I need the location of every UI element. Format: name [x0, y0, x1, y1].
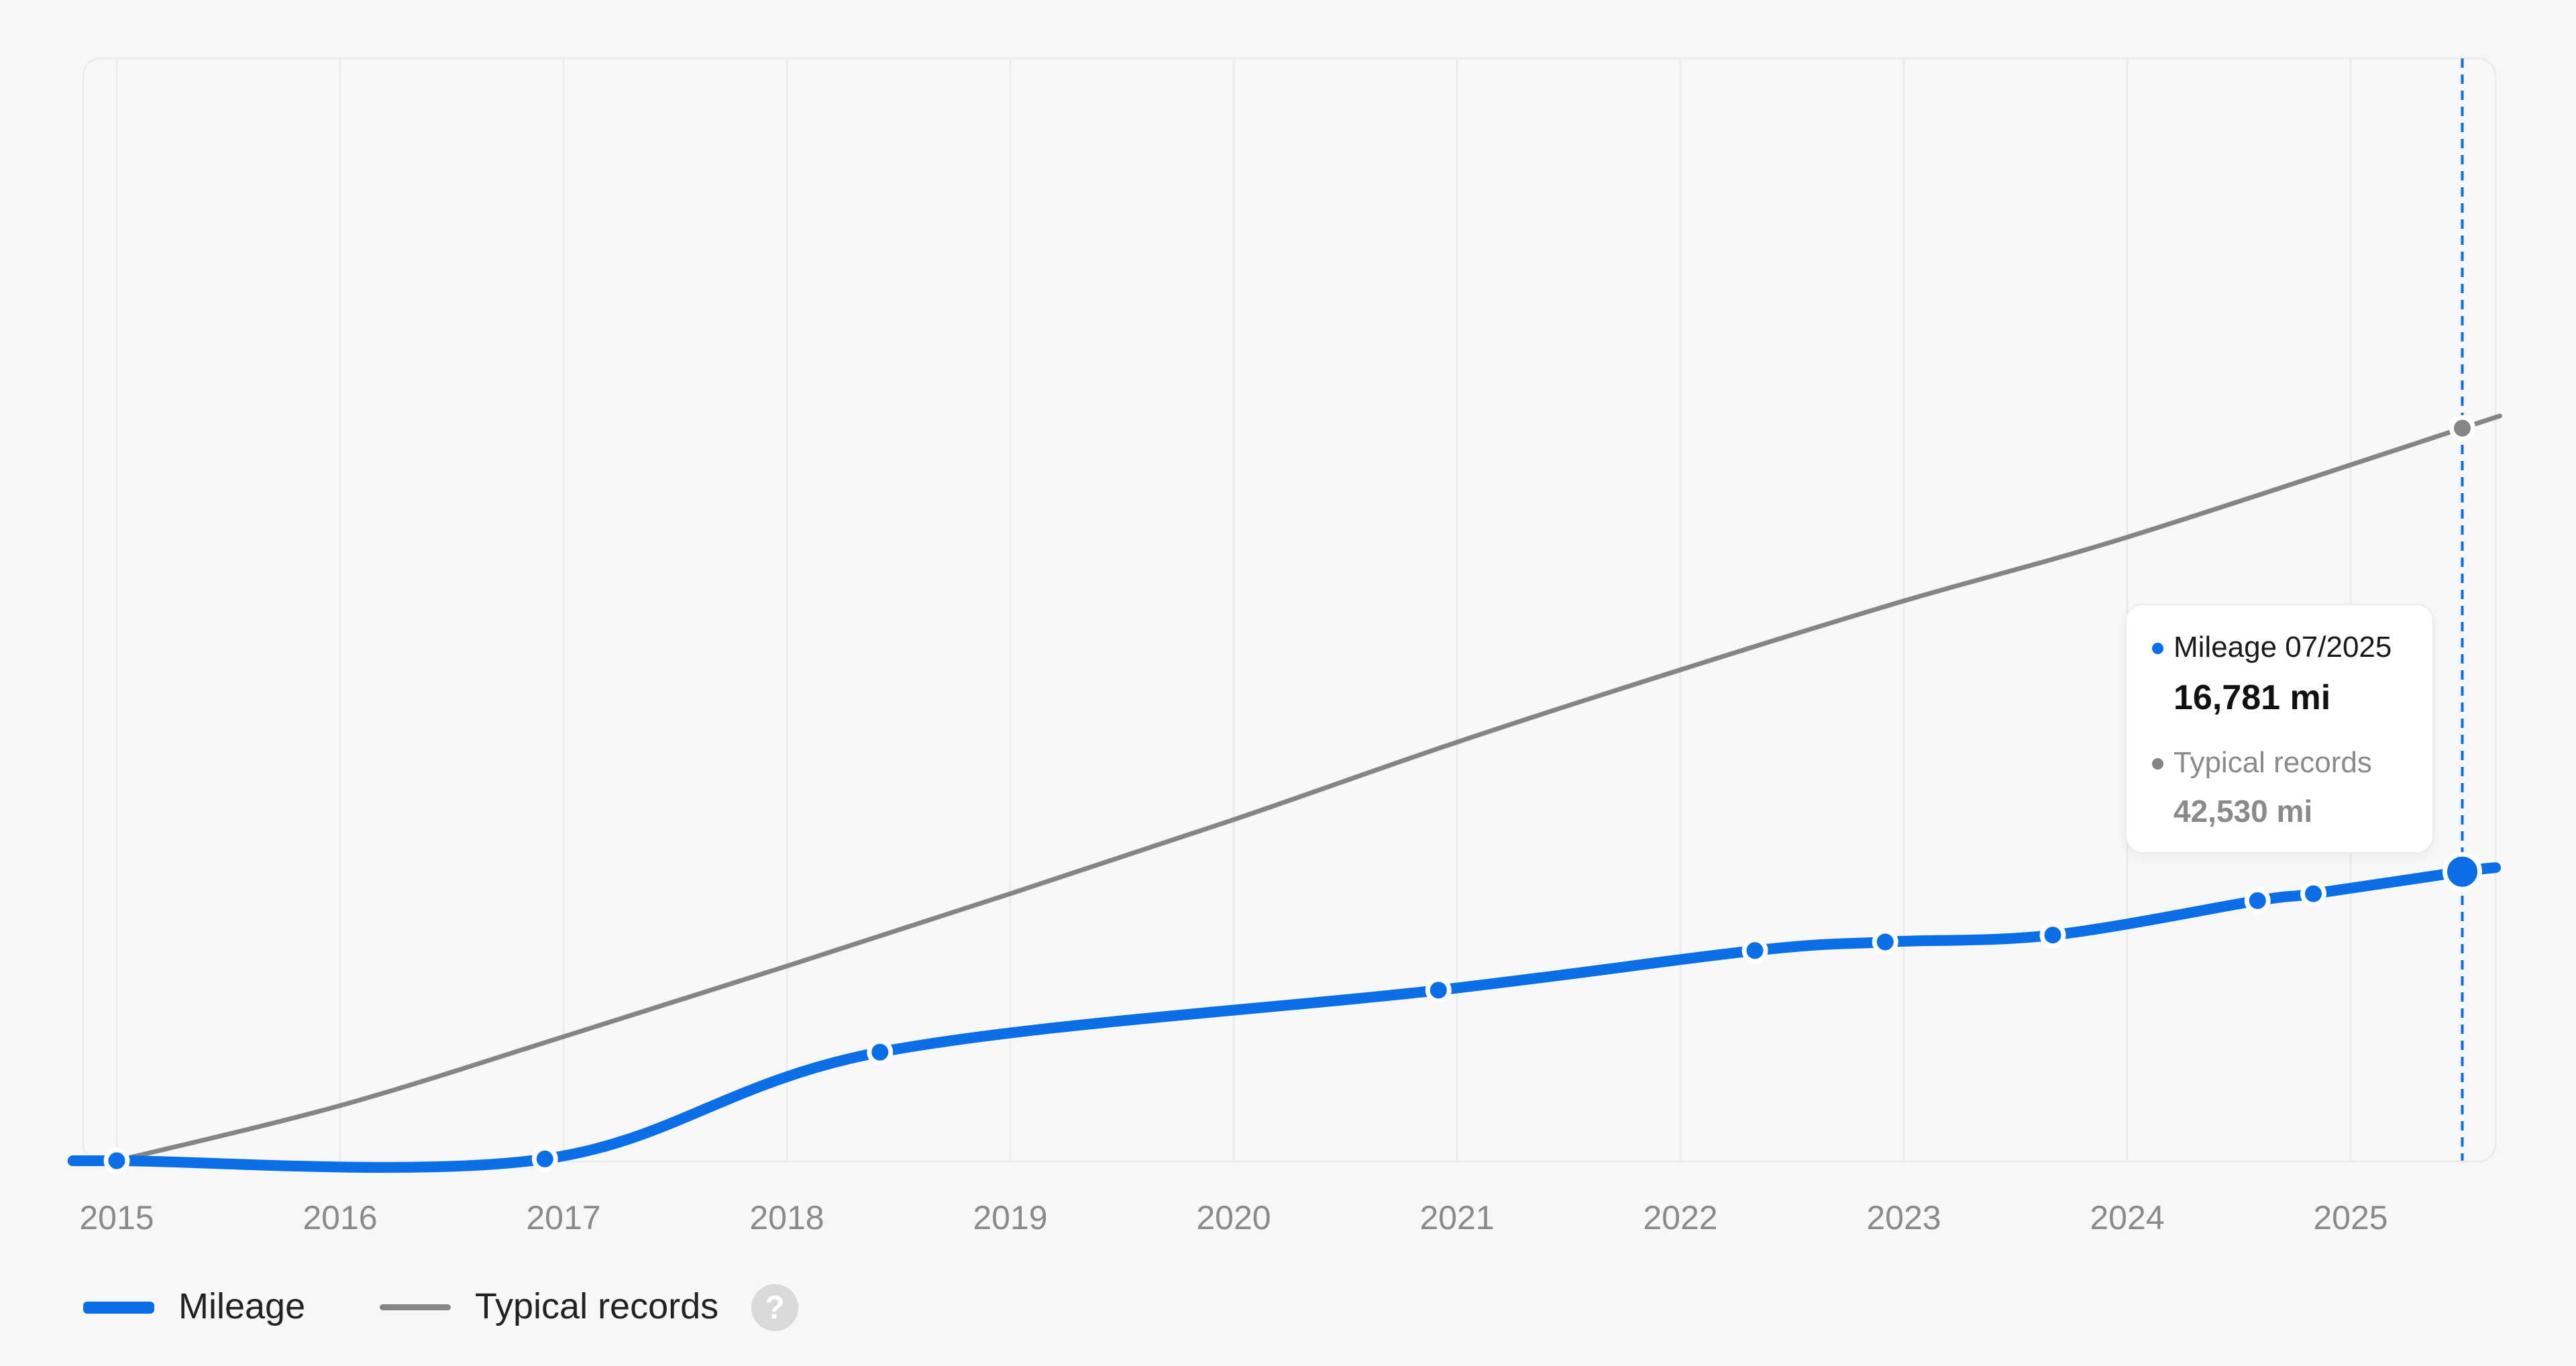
typical-legend-label: Typical records — [475, 1286, 719, 1326]
x-tick-2020: 2020 — [1196, 1199, 1271, 1237]
typical-point-2025-07[interactable] — [2449, 415, 2475, 441]
x-tick-2017: 2017 — [526, 1199, 600, 1237]
mileage-point-2015-01[interactable] — [103, 1147, 130, 1174]
x-tick-2023: 2023 — [1866, 1199, 1941, 1237]
tooltip-mileage-value: 16,781 mi — [2174, 678, 2331, 717]
plot-area — [82, 57, 2497, 1163]
x-tick-2016: 2016 — [303, 1199, 377, 1237]
mileage-point-2022-05[interactable] — [1741, 937, 1768, 964]
mileage-legend-label: Mileage — [178, 1286, 306, 1326]
x-tick-2025: 2025 — [2313, 1199, 2387, 1237]
typical-records-line — [114, 413, 2502, 1163]
mileage-point-2022-12[interactable] — [1872, 929, 1898, 955]
series-lines — [67, 413, 2502, 1173]
mileage-line — [67, 862, 2501, 1173]
x-tick-2024: 2024 — [2090, 1199, 2164, 1237]
mileage-tooltip-dot — [2152, 643, 2163, 654]
tooltip-typical-label: Typical records — [2174, 746, 2372, 779]
mileage-point-2018-06[interactable] — [867, 1039, 894, 1065]
typical-tooltip-dot — [2152, 758, 2163, 770]
mileage-point-2016-12[interactable] — [531, 1145, 558, 1172]
x-axis-ticks: 2015 2016 2017 2018 2019 2020 2021 2022 2023 2024… — [79, 1199, 2387, 1237]
x-tick-2022: 2022 — [1643, 1199, 1717, 1237]
hover-tooltip: Mileage 07/2025 16,781 mi Typical record… — [2125, 604, 2434, 853]
x-tick-2018: 2018 — [749, 1199, 824, 1237]
mileage-point-2025-07[interactable] — [2443, 851, 2482, 892]
tooltip-typical-value: 42,530 mi — [2174, 794, 2313, 829]
x-tick-2015: 2015 — [79, 1199, 154, 1237]
mileage-legend-swatch — [83, 1302, 154, 1314]
typical-legend-swatch — [380, 1304, 451, 1310]
tooltip-mileage-label: Mileage 07/2025 — [2174, 631, 2392, 664]
data-points — [103, 415, 2482, 1174]
x-tick-2019: 2019 — [973, 1199, 1047, 1237]
mileage-point-2024-08[interactable] — [2244, 887, 2271, 914]
mileage-point-2024-11[interactable] — [2300, 880, 2326, 907]
x-tick-2021: 2021 — [1419, 1199, 1494, 1237]
mileage-point-2023-09[interactable] — [2039, 922, 2066, 949]
question-mark-icon[interactable]: ? — [751, 1284, 798, 1331]
mileage-point-2020-12[interactable] — [1425, 977, 1452, 1004]
